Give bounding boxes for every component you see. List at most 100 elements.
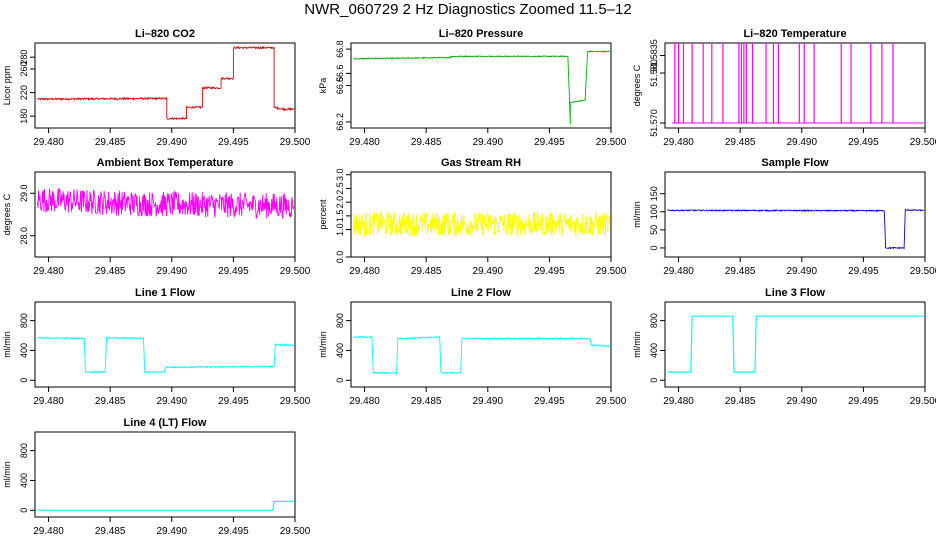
- x-tick-label: 29.495: [848, 396, 879, 407]
- y-tick-label: 400: [649, 343, 659, 358]
- x-tick-label: 29.490: [156, 396, 187, 407]
- y-tick-label: 3.0: [335, 168, 345, 181]
- x-tick-label: 29.500: [596, 396, 627, 407]
- y-tick-label: 400: [335, 343, 345, 358]
- x-tick-label: 29.480: [663, 266, 694, 277]
- y-tick-label: 66.8: [335, 40, 345, 58]
- y-tick-label: 400: [19, 343, 29, 358]
- y-axis-label: ml/min: [2, 461, 12, 488]
- chart-title: Sample Flow: [761, 157, 829, 169]
- y-tick-label: 51.580: [649, 59, 659, 87]
- chart-panel-6: Sample Flow 29.480 29.485 29.490 29.495 29.50…: [632, 157, 936, 277]
- y-tick-label: 800: [19, 313, 29, 328]
- x-tick-label: 29.490: [156, 266, 187, 277]
- series-line: [353, 210, 611, 237]
- series-line: [37, 336, 295, 374]
- series-line: [353, 50, 610, 125]
- x-tick-label: 29.490: [156, 526, 187, 537]
- chart-title: Gas Stream RH: [441, 157, 521, 169]
- x-tick-label: 29.495: [848, 137, 879, 148]
- y-tick-label: 260: [19, 61, 29, 76]
- series-line: [37, 500, 294, 511]
- plot-frame: [664, 301, 926, 388]
- x-tick-label: 29.480: [349, 137, 380, 148]
- x-tick-label: 29.500: [596, 266, 627, 277]
- plot-frame: [34, 171, 296, 258]
- chart-panel-4: Ambient Box Temperature 29.480 29.485 29.49…: [2, 157, 311, 277]
- y-axis-label: ml/min: [2, 331, 12, 358]
- series-line: [37, 187, 295, 219]
- x-tick-label: 29.490: [472, 396, 503, 407]
- x-tick-label: 29.495: [534, 266, 565, 277]
- y-axis-label: ml/min: [632, 201, 642, 228]
- x-tick-label: 29.500: [910, 266, 936, 277]
- chart-panel-2: Li–820 Pressure 29.480 29.485 29.490 29.495 2…: [318, 28, 627, 148]
- x-tick-label: 29.480: [663, 396, 694, 407]
- series-line: [37, 45, 295, 121]
- y-tick-label: 150: [649, 186, 659, 201]
- y-tick-label: 66.5: [335, 77, 345, 95]
- y-tick-label: 66.6: [335, 65, 345, 83]
- x-tick-label: 29.485: [725, 266, 756, 277]
- x-tick-label: 29.485: [95, 526, 126, 537]
- y-tick-label: 51.570: [649, 109, 659, 137]
- series-line: [667, 208, 925, 250]
- x-tick-label: 29.480: [349, 396, 380, 407]
- y-tick-label: 0: [649, 245, 659, 250]
- y-tick-label: 50: [649, 225, 659, 235]
- x-tick-label: 29.490: [786, 137, 817, 148]
- x-tick-label: 29.480: [33, 137, 64, 148]
- x-tick-label: 29.500: [280, 266, 311, 277]
- y-tick-label: 2.5: [335, 182, 345, 195]
- x-tick-label: 29.485: [411, 137, 442, 148]
- chart-title: Li–820 CO2: [135, 28, 195, 40]
- y-tick-label: 0: [649, 378, 659, 383]
- chart-panel-7: Line 1 Flow 29.480 29.485 29.490 29.495 29.50…: [2, 287, 311, 407]
- x-tick-label: 29.495: [218, 137, 249, 148]
- y-tick-label: 800: [19, 443, 29, 458]
- series-line: [353, 335, 610, 375]
- y-tick-label: 1.5: [335, 210, 345, 223]
- x-tick-label: 29.495: [848, 266, 879, 277]
- y-tick-label: 0: [335, 378, 345, 383]
- plot-frame: [34, 431, 296, 518]
- x-tick-label: 29.495: [534, 396, 565, 407]
- x-tick-label: 29.500: [596, 137, 627, 148]
- plot-frame: [664, 42, 926, 129]
- x-tick-label: 29.490: [156, 137, 187, 148]
- y-axis-label: ml/min: [318, 331, 328, 358]
- plot-frame: [350, 171, 612, 258]
- chart-title: Line 4 (LT) Flow: [124, 417, 207, 429]
- x-tick-label: 29.490: [472, 266, 503, 277]
- x-tick-label: 29.500: [280, 526, 311, 537]
- x-tick-label: 29.485: [725, 396, 756, 407]
- x-tick-label: 29.490: [786, 396, 817, 407]
- x-tick-label: 29.485: [95, 396, 126, 407]
- y-axis-label: Licor ppm: [2, 66, 12, 106]
- plot-frame: [664, 171, 926, 258]
- x-tick-label: 29.480: [33, 266, 64, 277]
- plot-frame: [34, 301, 296, 388]
- plot-frame: [350, 301, 612, 388]
- chart-panel-9: Line 3 Flow 29.480 29.485 29.490 29.495 29.50…: [632, 287, 936, 407]
- y-tick-label: 220: [19, 85, 29, 100]
- chart-title: Line 3 Flow: [765, 287, 825, 299]
- y-tick-label: 29.0: [19, 184, 29, 202]
- x-tick-label: 29.500: [280, 137, 311, 148]
- y-tick-label: 28.0: [19, 227, 29, 245]
- plot-frame: [350, 42, 612, 129]
- y-tick-label: 800: [335, 313, 345, 328]
- chart-panel-8: Line 2 Flow 29.480 29.485 29.490 29.495 29.50…: [318, 287, 627, 407]
- chart-title: Li–820 Temperature: [743, 28, 846, 40]
- y-tick-label: 100: [649, 204, 659, 219]
- y-tick-label: 0.0: [335, 251, 345, 264]
- chart-panel-3: Li–820 Temperature 29.480 29.485 29.490 29.4…: [632, 28, 936, 148]
- plot-frame: [34, 42, 296, 129]
- x-tick-label: 29.480: [33, 526, 64, 537]
- x-tick-label: 29.500: [280, 396, 311, 407]
- y-tick-label: 51.5835: [649, 39, 659, 72]
- page-title: NWR_060729 2 Hz Diagnostics Zoomed 11.5–…: [304, 1, 632, 18]
- y-tick-label: 800: [649, 313, 659, 328]
- y-tick-label: 0: [19, 378, 29, 383]
- y-axis-label: kPa: [318, 78, 328, 94]
